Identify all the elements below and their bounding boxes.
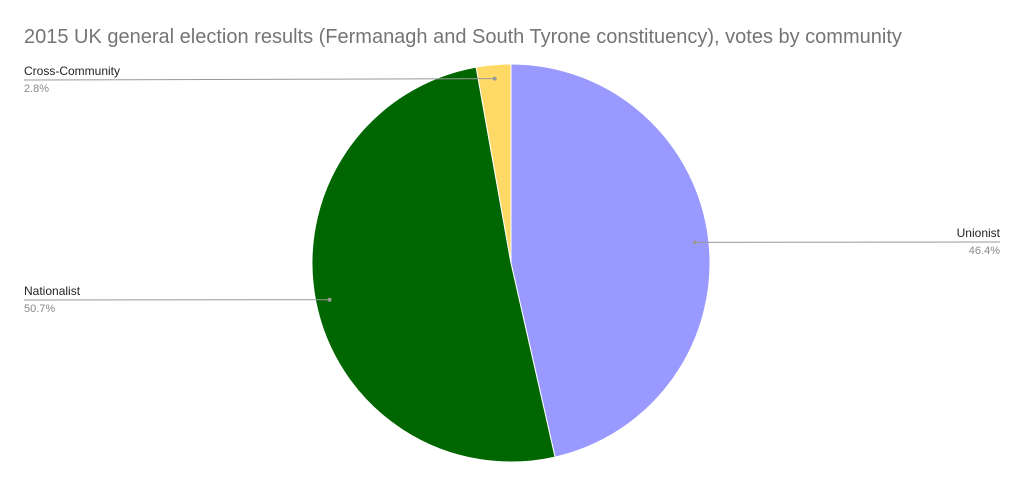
pie-slice — [311, 66, 556, 463]
slice-label: Nationalist — [24, 284, 81, 298]
pie-slice — [510, 63, 711, 458]
leader-dot — [327, 297, 332, 302]
slice-label: Unionist — [957, 226, 1001, 240]
slice-value-label: 50.7% — [24, 303, 55, 315]
leader-line — [23, 78, 495, 81]
leader-dot — [692, 240, 697, 245]
leader-dot — [492, 76, 497, 81]
slice-value-label: 46.4% — [969, 245, 1000, 257]
chart-title: 2015 UK general election results (Ferman… — [24, 26, 902, 48]
slice-label: Cross-Community — [24, 64, 120, 78]
slice-value-label: 2.8% — [24, 83, 49, 95]
pie-slice — [475, 63, 512, 264]
